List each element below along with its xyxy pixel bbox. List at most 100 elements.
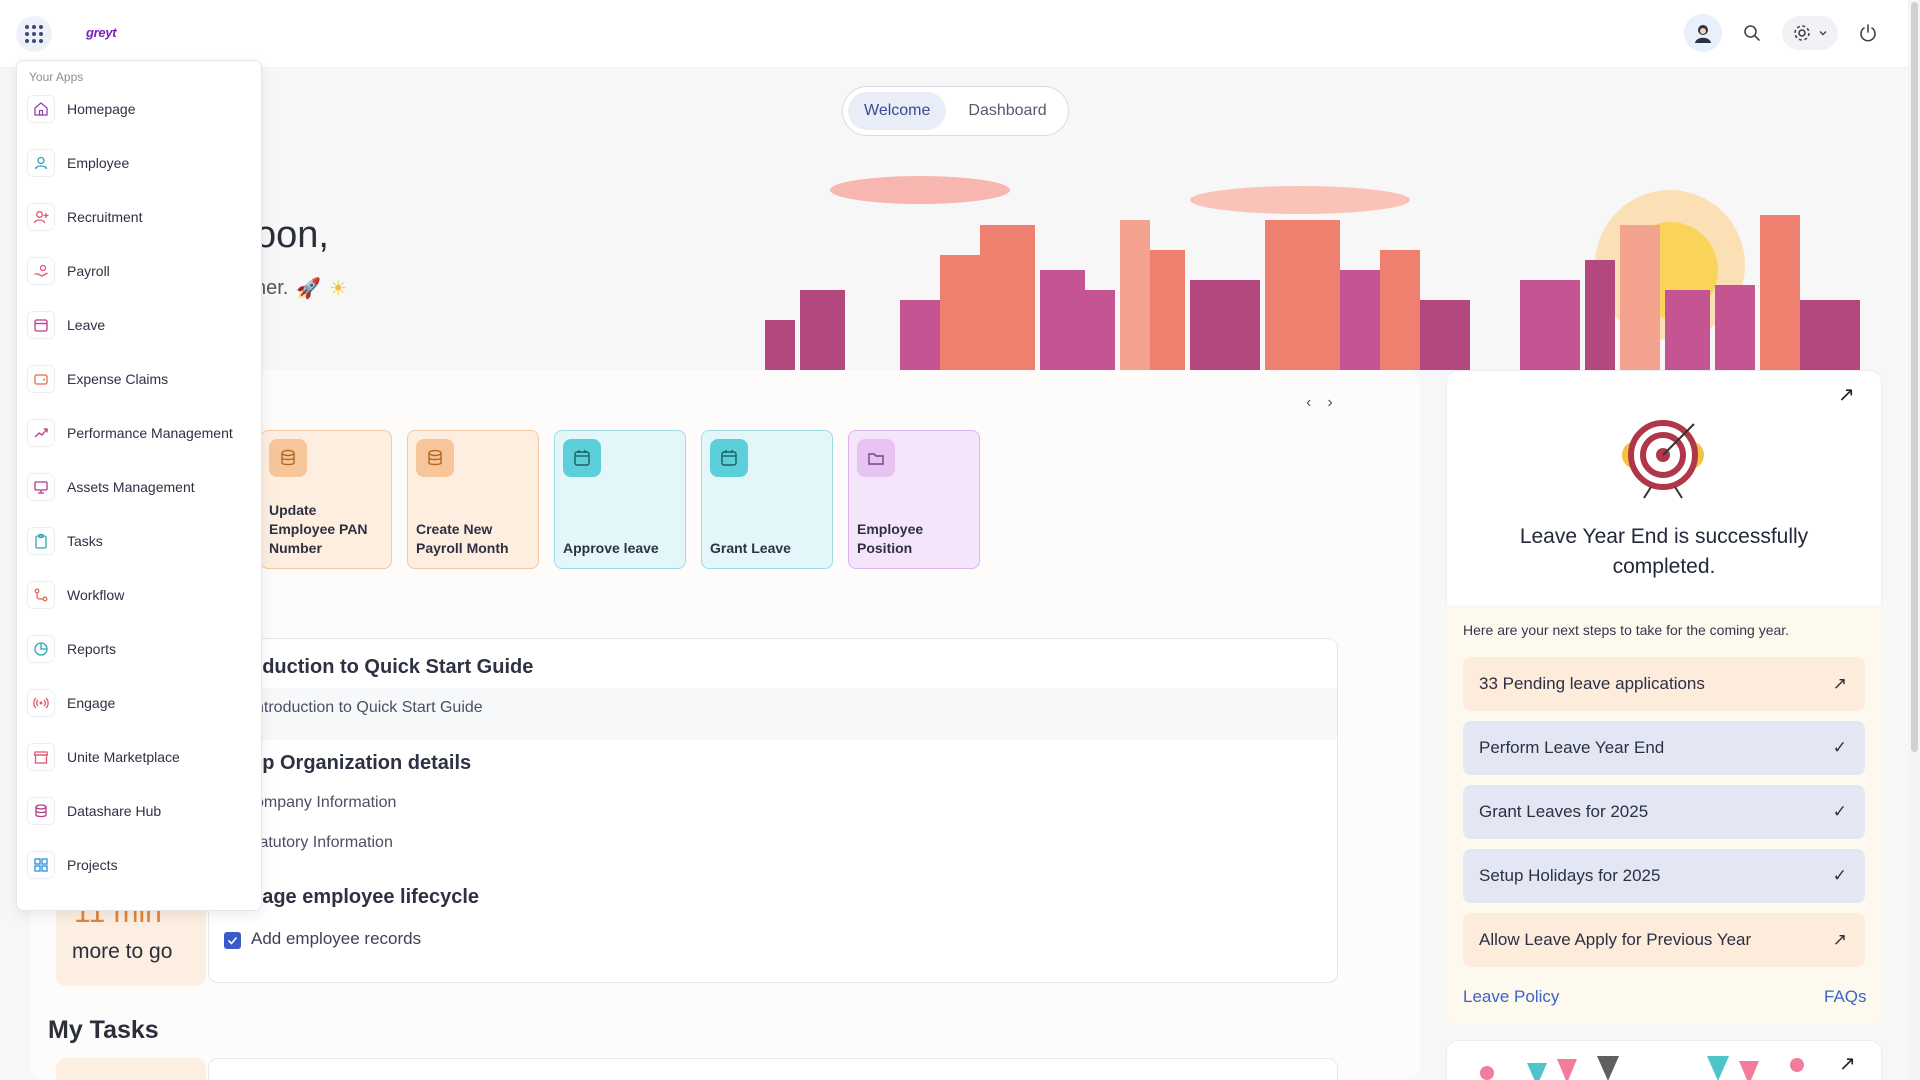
check-icon: ✓	[1832, 738, 1847, 757]
next-steps-intro: Here are your next steps to take for the…	[1463, 622, 1790, 638]
app-item-reports[interactable]: Reports	[27, 629, 253, 669]
tab-welcome[interactable]: Welcome	[848, 92, 947, 130]
guide-item[interactable]: Add employee records	[251, 929, 422, 948]
celebration-card: ↗	[1446, 1040, 1882, 1080]
app-item-label: Performance Management	[67, 425, 233, 441]
app-item-label: Reports	[67, 641, 117, 657]
app-item-workflow[interactable]: Workflow	[27, 575, 253, 615]
skyline-illustration	[765, 176, 1860, 370]
app-item-label: Datashare Hub	[67, 803, 162, 819]
quick-action-card[interactable]: Create New Payroll Month	[407, 430, 539, 569]
database-icon	[416, 439, 454, 477]
arrow-up-right-icon[interactable]: ↗	[1838, 384, 1855, 406]
app-item-tasks[interactable]: Tasks	[27, 521, 253, 561]
next-step-label: Setup Holidays for 2025	[1479, 866, 1661, 885]
home-icon	[27, 95, 55, 123]
hand-coin-icon	[27, 257, 55, 285]
app-item-engage[interactable]: Engage	[27, 683, 253, 723]
broadcast-icon	[27, 689, 55, 717]
store-icon	[27, 743, 55, 771]
guide-item[interactable]: ompany Information	[255, 794, 397, 811]
guide-item[interactable]: tatutory Information	[255, 834, 393, 851]
app-item-expense-claims[interactable]: Expense Claims	[27, 359, 253, 399]
database-icon	[27, 797, 55, 825]
next-step-item[interactable]: 33 Pending leave applications ↗	[1463, 657, 1865, 711]
next-step-item[interactable]: Allow Leave Apply for Previous Year ↗	[1463, 913, 1865, 967]
grid-icon	[27, 851, 55, 879]
app-item-label: Expense Claims	[67, 371, 169, 387]
task-list	[208, 1058, 1338, 1080]
sun-icon: ☀	[329, 278, 348, 300]
quick-action-card[interactable]: Employee Position	[848, 430, 980, 569]
chevron-left-icon[interactable]: ‹	[1306, 394, 1312, 411]
app-item-performance-management[interactable]: Performance Management	[27, 413, 253, 453]
company-logo[interactable]: greyt	[86, 25, 117, 40]
calendar-icon	[563, 439, 601, 477]
search-icon	[1744, 25, 1760, 41]
checkbox-checked[interactable]	[224, 932, 241, 949]
next-step-item[interactable]: Perform Leave Year End ✓	[1463, 721, 1865, 775]
wallet-icon	[27, 365, 55, 393]
page-scrollbar[interactable]	[1908, 0, 1920, 1080]
arrow-up-right-icon[interactable]: ↗	[1839, 1053, 1856, 1075]
settings-menu-button[interactable]	[1782, 16, 1838, 50]
app-item-label: Workflow	[67, 587, 125, 603]
app-item-label: Projects	[67, 857, 118, 873]
app-item-payroll[interactable]: Payroll	[27, 251, 253, 291]
check-icon: ✓	[1832, 866, 1847, 885]
app-item-projects[interactable]: Projects	[27, 845, 253, 885]
database-icon	[269, 439, 307, 477]
calendar-icon	[27, 311, 55, 339]
apps-grid-icon	[25, 25, 43, 43]
quick-action-label: Grant Leave	[710, 540, 791, 556]
app-item-recruitment[interactable]: Recruitment	[27, 197, 253, 237]
quick-action-card[interactable]: Grant Leave	[701, 430, 833, 569]
quick-action-label: Employee Position	[857, 521, 924, 556]
avatar-icon	[1695, 25, 1711, 43]
quick-action-card[interactable]: Approve leave	[554, 430, 686, 569]
guide-section-title[interactable]: oduction to Quick Start Guide	[250, 656, 534, 678]
user-icon	[27, 149, 55, 177]
app-item-label: Engage	[67, 695, 116, 711]
logout-button[interactable]	[1852, 17, 1884, 49]
folder-icon	[857, 439, 895, 477]
app-item-label: Leave	[67, 317, 106, 333]
guide-item[interactable]: ntroduction to Quick Start Guide	[255, 699, 483, 716]
app-item-datashare-hub[interactable]: Datashare Hub	[27, 791, 253, 831]
scrollbar-thumb[interactable]	[1911, 2, 1918, 752]
top-bar: greyt	[0, 0, 1920, 68]
greeting-title: oon,	[255, 214, 329, 256]
app-item-leave[interactable]: Leave	[27, 305, 253, 345]
app-item-unite-marketplace[interactable]: Unite Marketplace	[27, 737, 253, 777]
calendar-icon	[710, 439, 748, 477]
app-item-homepage[interactable]: Homepage	[27, 89, 253, 129]
user-avatar[interactable]	[1684, 14, 1722, 52]
tab-dashboard[interactable]: Dashboard	[968, 102, 1047, 119]
app-item-assets-management[interactable]: Assets Management	[27, 467, 253, 507]
view-tabs: Welcome Dashboard	[842, 86, 1069, 136]
search-button[interactable]	[1736, 17, 1768, 49]
next-step-label: 33 Pending leave applications	[1479, 674, 1705, 693]
app-item-label: Tasks	[67, 533, 103, 549]
app-item-label: Unite Marketplace	[67, 749, 180, 765]
apps-launcher-button[interactable]	[16, 16, 52, 52]
rocket-icon: 🚀	[296, 278, 322, 300]
arrow-up-right-icon: ↗	[1832, 930, 1847, 949]
leave-policy-link[interactable]: Leave Policy	[1463, 987, 1560, 1006]
guide-section-title[interactable]: up Organization details	[250, 752, 472, 774]
guide-row-highlight	[209, 688, 1337, 740]
next-step-item[interactable]: Setup Holidays for 2025 ✓	[1463, 849, 1865, 903]
app-item-employee[interactable]: Employee	[27, 143, 253, 183]
faqs-link[interactable]: FAQs	[1824, 987, 1867, 1006]
quick-action-card[interactable]: Update Employee PAN Number	[260, 430, 392, 569]
chevron-right-icon[interactable]: ›	[1327, 394, 1333, 411]
next-step-item[interactable]: Grant Leaves for 2025 ✓	[1463, 785, 1865, 839]
check-icon: ✓	[1832, 802, 1847, 821]
user-plus-icon	[27, 203, 55, 231]
power-icon	[1860, 24, 1876, 42]
bunting-illustration	[1480, 1056, 1804, 1080]
guide-section-title[interactable]: nage employee lifecycle	[250, 886, 480, 908]
app-item-label: Employee	[67, 155, 130, 171]
clipboard-icon	[27, 527, 55, 555]
app-item-label: Assets Management	[67, 479, 195, 495]
